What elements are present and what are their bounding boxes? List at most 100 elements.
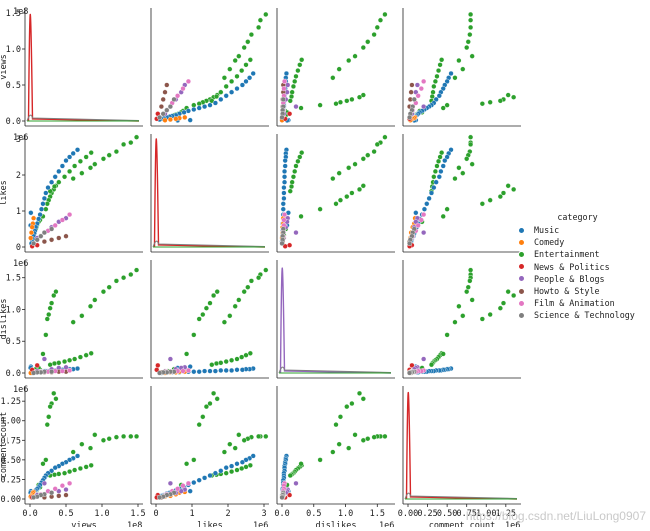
x-tick-label-likes-2: 2 [225,509,230,519]
point-dislikes-vs-views-87 [31,370,37,376]
point-comment_count-vs-likes-15 [196,422,202,428]
point-views-vs-dislikes-4 [365,39,371,45]
legend-item-howto-style: Howto & Style [510,285,645,297]
point-views-vs-likes-22 [218,89,224,95]
point-dislikes-vs-views-72 [41,356,48,362]
point-likes-vs-comment_count-20 [432,168,438,175]
point-likes-vs-views-78 [66,211,73,218]
point-likes-vs-views-46 [43,190,49,196]
point-views-vs-dislikes-3 [371,32,377,38]
watermark: https://blog.csdn.net/LiuLong0907 [465,509,646,523]
x-axis-label-views: views [71,521,97,527]
point-likes-vs-comment_count-5 [464,156,470,162]
point-comment_count-vs-dislikes-8 [336,441,342,447]
point-comment_count-vs-dislikes-6 [352,432,358,438]
point-views-vs-likes-76 [160,96,166,103]
point-likes-vs-views-6 [92,161,98,167]
point-dislikes-vs-likes-24 [209,362,215,368]
point-comment_count-vs-dislikes-24 [287,472,293,479]
point-views-vs-comment_count-43 [436,93,442,99]
x-scale-views: 1e8 [127,521,142,527]
point-comment_count-vs-dislikes-9 [330,449,336,455]
point-likes-vs-dislikes-5 [360,156,366,162]
point-views-vs-likes-0 [263,11,269,18]
x-tick-label-comment_count-5: 1.25 [496,509,516,519]
point-likes-vs-views-40 [63,158,69,164]
point-dislikes-vs-likes-15 [196,316,202,322]
point-likes-vs-dislikes-79 [281,217,287,223]
point-views-vs-dislikes-83 [280,96,286,103]
point-views-vs-likes-78 [185,78,192,85]
point-views-vs-dislikes-18 [295,67,301,74]
point-views-vs-comment_count-5 [464,44,470,51]
point-likes-vs-dislikes-16 [299,150,305,156]
point-comment_count-vs-likes-5 [241,437,247,443]
x-scale-comment_count: 1e6 [505,521,520,527]
point-dislikes-vs-views-4 [106,284,112,290]
point-likes-vs-views-17 [83,154,89,160]
legend-label-people-blogs: People & Blogs [534,273,605,284]
point-views-vs-dislikes-8 [336,66,342,72]
point-comment_count-vs-views-8 [79,441,85,447]
point-views-vs-comment_count-83 [411,96,417,103]
point-views-vs-likes-80 [175,93,181,99]
point-likes-vs-dislikes-9 [330,175,336,182]
point-comment_count-vs-views-78 [66,480,73,486]
point-comment_count-vs-views-5 [100,437,107,443]
legend-marker-comedy [518,238,525,246]
point-views-vs-likes-87 [157,114,163,121]
point-views-vs-comment_count-2 [468,24,474,31]
point-dislikes-vs-likes-14 [200,311,206,318]
point-likes-vs-views-5 [100,156,107,162]
legend-label-film-animation: Film & Animation [534,298,615,309]
legend-label-music: Music [534,225,560,236]
point-likes-vs-views-49 [38,206,45,212]
point-likes-vs-comment_count-6 [469,161,475,167]
point-views-vs-comment_count-37 [448,70,454,77]
point-comment_count-vs-views-1 [128,433,134,439]
point-likes-vs-dislikes-3 [371,149,377,155]
point-views-vs-likes-41 [234,85,240,92]
point-likes-vs-dislikes-42 [281,168,288,175]
y-scale-likes: 1e6 [13,133,28,143]
point-likes-vs-comment_count-15 [479,201,485,207]
point-views-vs-dislikes-22 [289,89,295,95]
x-tick-label-comment_count-2: 0.50 [437,509,457,519]
x-tick-label-views-3: 1.5 [130,509,145,519]
point-likes-vs-comment_count-18 [435,158,442,164]
point-views-vs-comment_count-22 [430,89,436,95]
point-comment_count-vs-dislikes-26 [298,461,304,467]
point-comment_count-vs-dislikes-14 [337,414,344,420]
panel-dislikes-vs-comment_count [402,260,521,379]
point-dislikes-vs-views-25 [43,332,49,338]
point-likes-vs-comment_count-41 [440,163,446,169]
point-dislikes-vs-comment_count-72 [421,356,427,362]
kde-dislikes-peak [279,267,392,374]
point-views-vs-likes-3 [248,32,255,38]
point-comment_count-vs-likes-70 [178,488,184,494]
point-views-vs-comment_count-75 [408,89,414,95]
point-views-vs-comment_count-79 [418,85,424,92]
x-tick-label-dislikes-1: 0.5 [306,509,321,519]
point-likes-vs-dislikes-72 [293,229,299,236]
point-comment_count-vs-likes-48 [196,477,202,483]
panel-views-vs-likes [150,8,269,127]
legend-marker-science-technology [518,311,525,319]
point-dislikes-vs-likes-4 [245,284,251,290]
point-comment_count-vs-views-21 [61,470,68,476]
point-comment_count-vs-dislikes-87 [279,494,285,501]
y-tick-label-comment_count-4: 1.00 [1,417,21,427]
point-likes-vs-dislikes-8 [336,170,342,176]
point-views-vs-dislikes-26 [298,105,304,111]
point-dislikes-vs-likes-42 [228,367,235,374]
y-tick-label-likes-2: 2 [16,171,21,181]
point-comment_count-vs-views-44 [49,468,55,474]
x-tick-label-likes-1: 1 [189,509,194,519]
point-comment_count-vs-views-39 [66,457,73,463]
point-dislikes-vs-likes-25 [191,332,197,338]
point-comment_count-vs-dislikes-0 [382,433,388,439]
point-dislikes-vs-comment_count-5 [464,289,470,295]
